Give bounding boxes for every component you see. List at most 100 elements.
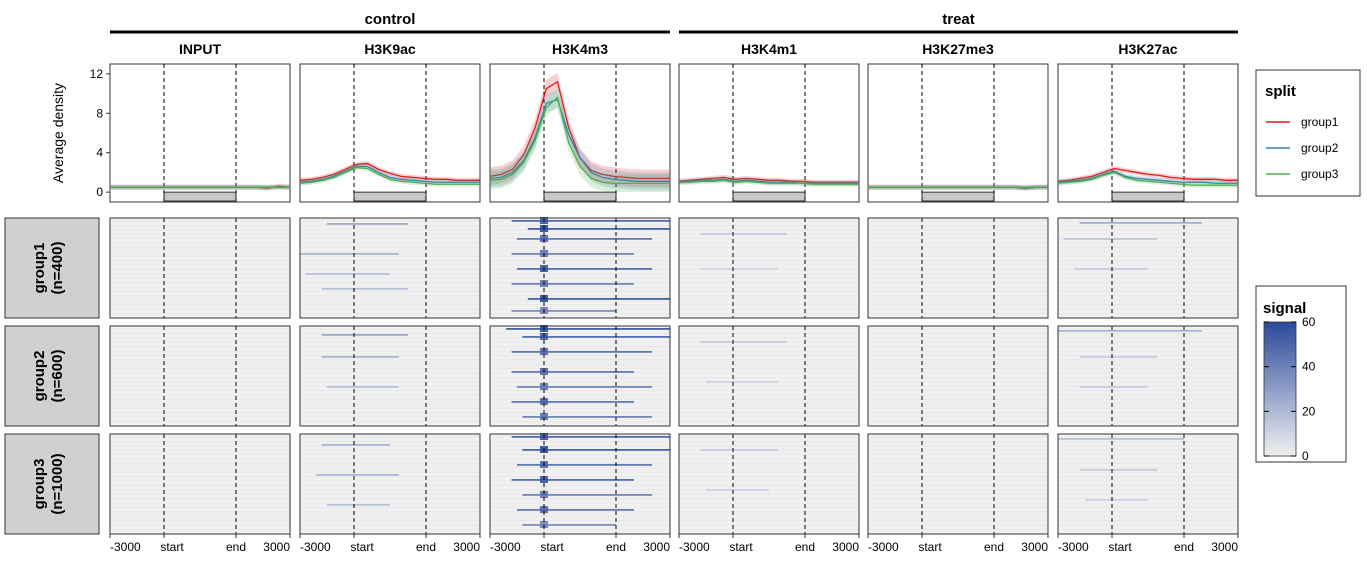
split-legend-title: split	[1265, 83, 1296, 100]
heatmap-frame	[299, 217, 481, 319]
heatmap-signal-band	[522, 416, 652, 418]
column-title-H3K9ac: H3K9ac	[364, 41, 416, 57]
heatmap-signal-band	[511, 351, 652, 353]
profile-y-tick-8: 8	[96, 106, 103, 120]
heatmap-panel-H3K9ac	[300, 218, 480, 318]
profile-line-group1	[678, 176, 859, 183]
profile-panel-H3K27me3	[867, 63, 1049, 203]
heatmap-signal-band	[522, 336, 670, 338]
gene-body-box	[732, 191, 806, 202]
profile-line-group1	[299, 162, 480, 181]
heatmap-signal-band	[511, 479, 634, 481]
heatmap-signal-band	[700, 268, 778, 270]
heatmap-signal-band	[1074, 268, 1148, 270]
x-tick-label-start: start	[1108, 540, 1132, 554]
heatmap-frame	[299, 433, 481, 535]
group-header-control: control	[365, 11, 416, 28]
heatmap-frame	[678, 325, 860, 427]
profile-line-group2	[678, 178, 859, 184]
x-tick-label-end: end	[795, 540, 815, 554]
x-tick-label--3000: -3000	[868, 540, 899, 554]
heatmap-signal-band	[1079, 356, 1157, 358]
heatmap-signal-band	[1079, 469, 1157, 471]
heatmap-panel-INPUT	[110, 434, 290, 534]
heatmap-signal-core	[540, 491, 548, 498]
heatmap-panel-H3K9ac	[300, 326, 480, 426]
heatmap-signal-band	[522, 494, 652, 496]
heatmap-frame	[109, 433, 291, 535]
heatmap-signal-core	[540, 413, 548, 420]
x-tick-label-end: end	[416, 540, 436, 554]
heatmap-frame	[678, 217, 860, 319]
x-tick-label--3000: -3000	[679, 540, 710, 554]
profile-ribbon-group3	[300, 165, 480, 187]
heatmap-signal-core	[540, 398, 548, 405]
column-title-H3K27me3: H3K27me3	[922, 41, 994, 57]
profile-ribbon-group1	[300, 161, 480, 183]
x-tick-label--3000: -3000	[1058, 540, 1089, 554]
heatmap-frame	[1057, 217, 1239, 319]
heatmap-panel-H3K27me3	[868, 326, 1048, 426]
gene-body-box	[353, 191, 427, 202]
heatmap-frame	[1057, 325, 1239, 427]
profile-line-group3	[299, 166, 480, 185]
heatmap-signal-band	[305, 273, 390, 275]
heatmap-signal-band	[706, 381, 778, 383]
heatmap-panel-INPUT	[110, 326, 290, 426]
heatmap-frame	[299, 325, 481, 427]
row-strip-group1	[4, 217, 100, 319]
profile-line-group2	[489, 98, 670, 182]
heatmap-signal-band	[511, 401, 634, 403]
heatmap-frame	[489, 217, 671, 319]
signal-tick-label-60: 60	[1302, 315, 1316, 329]
heatmap-panel-H3K27me3	[868, 218, 1048, 318]
heatmap-signal-band	[321, 444, 390, 446]
heatmap-signal-band	[511, 283, 634, 285]
heatmap-frame	[489, 325, 671, 427]
row-strip-count: (n=1000)	[49, 453, 66, 514]
heatmap-signal-band	[517, 268, 652, 270]
gene-body-box	[543, 191, 617, 202]
heatmap-frame	[678, 433, 860, 535]
x-tick-label--3000: -3000	[110, 540, 141, 554]
split-legend-label-group2: group2	[1301, 141, 1339, 155]
profile-line-group2	[1057, 170, 1238, 184]
heatmap-signal-band	[700, 233, 787, 235]
heatmap-signal-core	[540, 506, 548, 513]
row-strip-count: (n=600)	[49, 350, 66, 403]
heatmap-frame	[1057, 433, 1239, 535]
heatmap-signal-band	[527, 298, 670, 300]
heatmap-signal-core	[540, 383, 548, 390]
signal-colorbar	[1263, 321, 1297, 457]
heatmap-signal-band	[511, 220, 670, 222]
x-tick-label-3000: 3000	[643, 540, 670, 554]
row-strip-group3	[4, 433, 100, 535]
group-header-treat: treat	[942, 11, 975, 28]
profile-ribbon-group2	[490, 90, 670, 191]
heatmap-signal-band	[517, 238, 652, 240]
heatmap-signal-band	[527, 228, 670, 230]
heatmap-signal-band	[700, 449, 778, 451]
x-tick-label-3000: 3000	[263, 540, 290, 554]
x-tick-label-3000: 3000	[832, 540, 859, 554]
column-title-H3K4m1: H3K4m1	[741, 41, 797, 57]
heatmap-signal-band	[1079, 386, 1148, 388]
heatmap-signal-band	[511, 371, 634, 373]
heatmap-signal-band	[517, 386, 652, 388]
heatmap-panel-H3K9ac	[300, 434, 480, 534]
gene-body-box	[163, 191, 237, 202]
heatmap-signal-band	[706, 489, 769, 491]
profile-ribbon-group2	[1058, 168, 1238, 186]
heatmap-signal-band	[511, 436, 670, 438]
profile-ribbon-group3	[1058, 169, 1238, 188]
gene-body-box	[1111, 191, 1185, 202]
column-title-H3K27ac: H3K27ac	[1118, 41, 1177, 57]
profile-ribbon-group2	[300, 164, 480, 185]
signal-tick-label-0: 0	[1302, 449, 1309, 463]
x-tick-label-start: start	[918, 540, 942, 554]
column-title-H3K4m3: H3K4m3	[552, 41, 608, 57]
x-tick-label--3000: -3000	[300, 540, 331, 554]
heatmap-signal-band	[511, 310, 616, 312]
heatmap-signal-band	[700, 341, 787, 343]
